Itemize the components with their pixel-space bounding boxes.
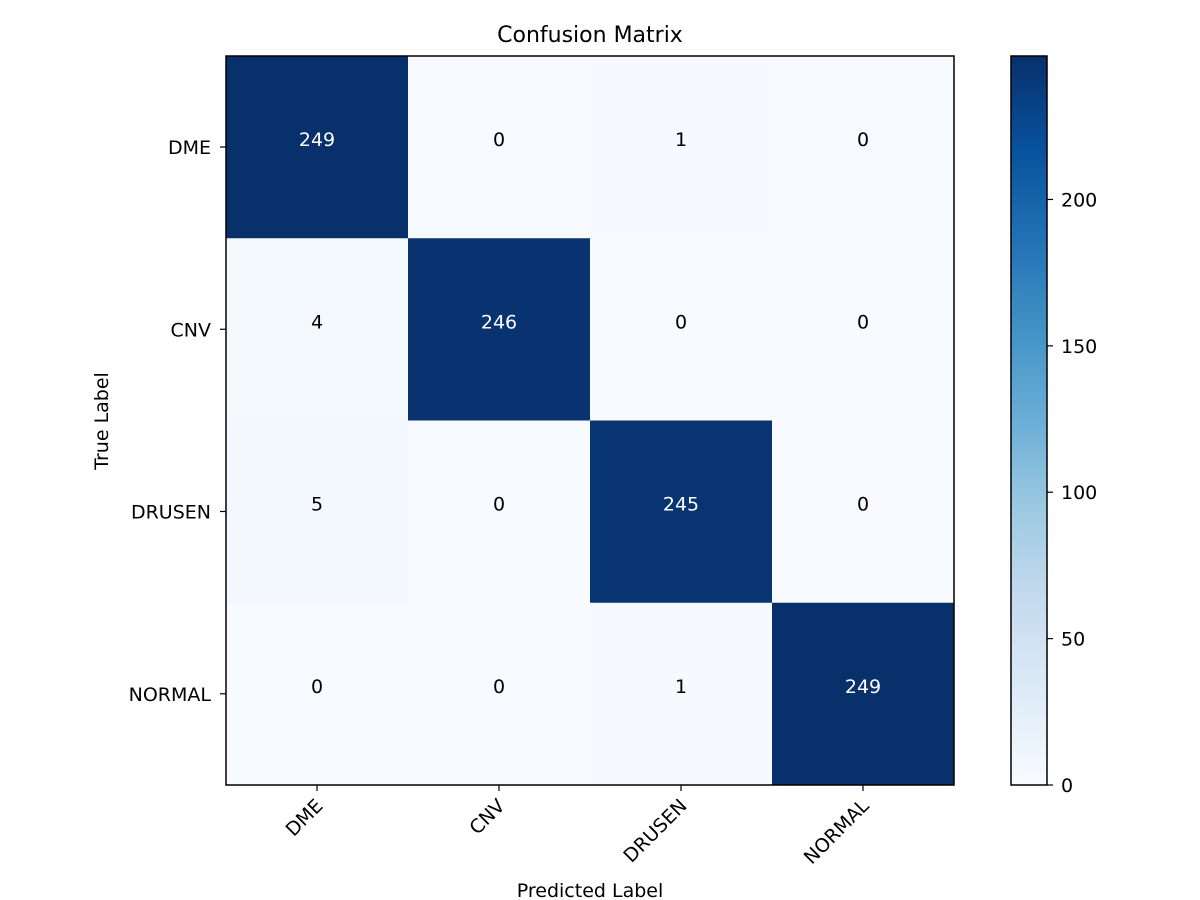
heatmap-cell-dme-normal [772,56,955,239]
heatmap-cell-normal-dme [226,602,409,786]
heatmap-cell-cnv-drusen [590,238,773,421]
colorbar [1011,56,1047,785]
cell-value-label: 246 [481,311,517,333]
cell-value-label: 0 [493,494,505,516]
heatmap-cell-cnv-cnv [408,238,591,421]
cell-value-label: 249 [299,129,335,151]
cell-value-label: 1 [675,129,687,151]
x-axis-ticks: DME CNV DRUSEN NORMAL [282,785,874,869]
y-tick-label: CNV [171,319,211,341]
chart-title: Confusion Matrix [497,23,683,48]
heatmap-cell-drusen-cnv [408,420,591,604]
heatmap-cell-dme-cnv [408,56,591,239]
x-tick-label: NORMAL [800,795,874,869]
x-axis-label: Predicted Label [517,880,664,900]
colorbar-tick-label: 100 [1061,482,1097,504]
y-axis-label: True Label [91,372,113,471]
cell-value-label: 5 [311,494,323,516]
heatmap-cell-drusen-dme [226,420,409,604]
cell-value-label: 0 [857,494,869,516]
colorbar-tick-label: 50 [1061,629,1085,651]
heatmap-cell-labels: 249 0 1 0 4 246 0 0 5 0 245 0 0 0 1 249 [299,129,881,698]
y-axis-ticks: DME CNV DRUSEN NORMAL [129,137,226,706]
x-tick-label: DRUSEN [619,795,691,867]
cell-value-label: 0 [311,676,323,698]
cell-value-label: 249 [845,676,881,698]
y-tick-label: DME [168,137,211,159]
heatmap-cell-drusen-drusen [590,420,773,604]
y-tick-label: DRUSEN [131,502,211,524]
cell-value-label: 0 [675,311,687,333]
y-tick-label: NORMAL [129,684,212,706]
cell-value-label: 245 [663,494,699,516]
cell-value-label: 4 [311,311,323,333]
colorbar-ticks: 0 50 100 150 200 [1047,189,1097,797]
heatmap-cell-cnv-dme [226,238,409,421]
x-tick-label: CNV [465,795,509,839]
cell-value-label: 0 [493,676,505,698]
plot-frame [225,55,955,786]
colorbar-frame [1010,55,1048,786]
cell-value-label: 0 [857,129,869,151]
heatmap-cell-dme-drusen [590,56,773,239]
cell-value-label: 1 [675,676,687,698]
x-tick-label: DME [282,795,328,841]
heatmap-cells [226,56,955,786]
heatmap-cell-normal-drusen [590,602,773,786]
colorbar-tick-label: 200 [1061,189,1097,211]
colorbar-tick-label: 150 [1061,336,1097,358]
heatmap-cell-drusen-normal [772,420,955,604]
colorbar-tick-label: 0 [1061,775,1073,797]
heatmap-cell-cnv-normal [772,238,955,421]
cell-value-label: 0 [857,311,869,333]
cell-value-label: 0 [493,129,505,151]
heatmap-cell-normal-cnv [408,602,591,786]
heatmap-cell-normal-normal [772,602,955,786]
heatmap-cell-dme-dme [226,56,409,239]
